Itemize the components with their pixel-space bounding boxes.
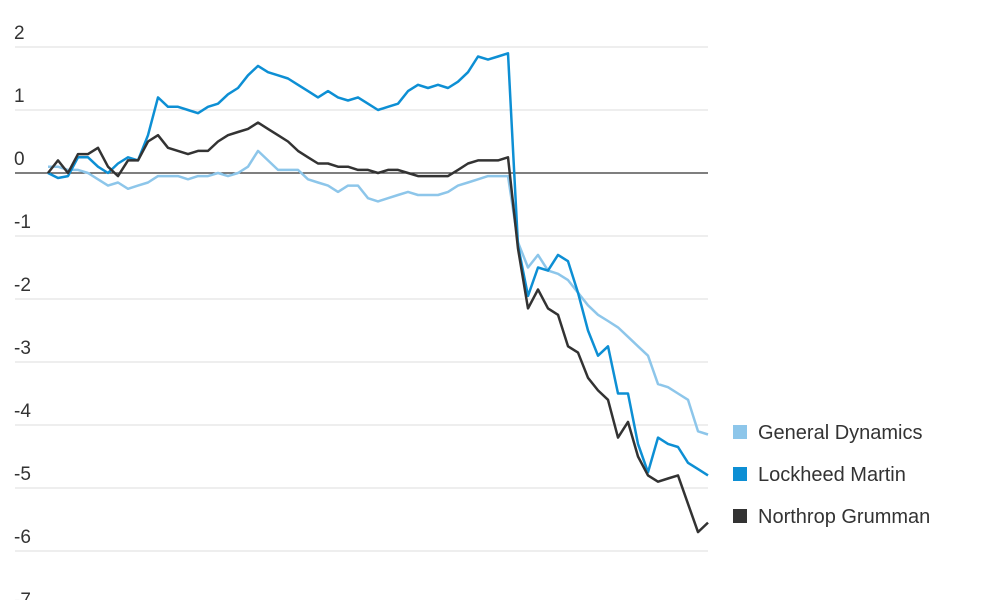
legend-swatch — [733, 509, 747, 523]
y-tick-label: -3 — [14, 338, 31, 359]
series-line — [47, 121, 709, 534]
legend-swatch — [733, 425, 747, 439]
series-line — [47, 52, 709, 477]
y-tick-label: -2 — [14, 275, 31, 296]
y-tick-label: -5 — [14, 464, 31, 485]
y-tick-label: 0 — [14, 149, 25, 170]
legend-label: Lockheed Martin — [758, 464, 906, 486]
y-tick-label: -6 — [14, 527, 31, 548]
legend-label: Northrop Grumman — [758, 506, 930, 528]
y-tick-label: -7 — [14, 590, 31, 600]
y-tick-label: 1 — [14, 86, 25, 107]
y-tick-label: -4 — [14, 401, 31, 422]
y-tick-label: 2 — [14, 23, 25, 44]
legend-label: General Dynamics — [758, 422, 923, 444]
y-tick-label: -1 — [14, 212, 31, 233]
legend-swatch — [733, 467, 747, 481]
series-line — [48, 149, 709, 436]
